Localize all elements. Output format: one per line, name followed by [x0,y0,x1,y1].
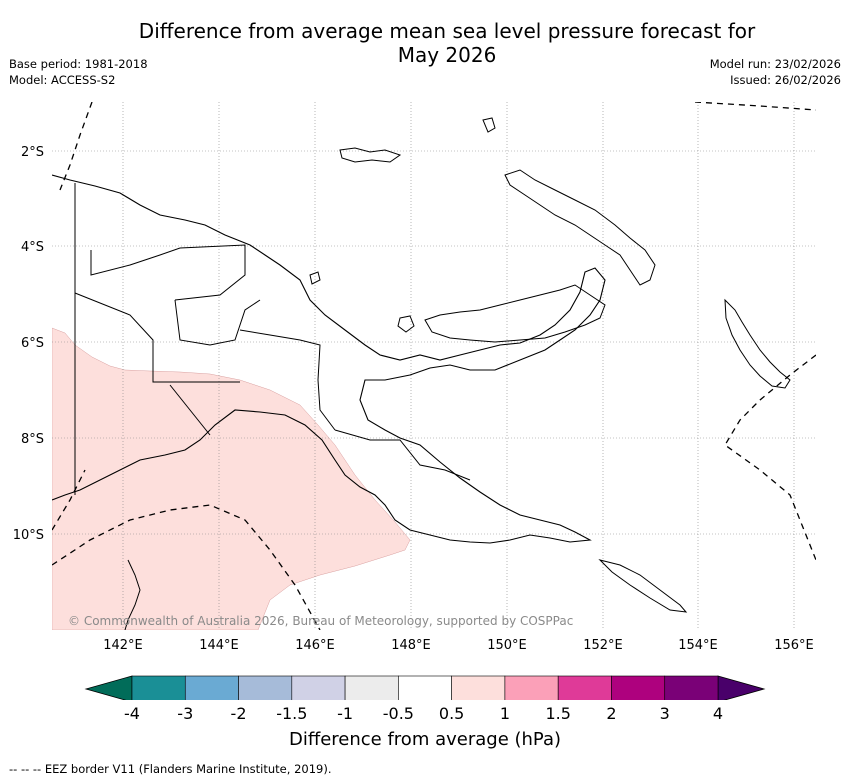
colorbar-segment [664,675,719,700]
lon-label-142e: 142°E [103,638,143,653]
coastline-north-coast [504,169,656,286]
eez-borders [52,102,816,630]
chart-title: Difference from average mean sea level p… [100,19,794,67]
colorbar-tick-label: -3 [177,704,194,723]
lat-label-6s: 6°S [21,336,44,351]
colorbar-segment [398,675,452,700]
map-area: © Commonwealth of Australia 2026, Bureau… [52,102,816,630]
base-period: Base period: 1981-2018 [9,57,148,71]
borders [74,183,471,495]
title-line-1: Difference from average mean sea level p… [138,19,756,43]
lon-label-154e: 154°E [678,638,718,653]
colorbar-tick-label: -0.5 [382,704,414,723]
copyright-text: © Commonwealth of Australia 2026, Bureau… [68,614,573,628]
lon-label-148e: 148°E [391,638,431,653]
lon-label-146e: 146°E [295,638,335,653]
colorbar-segment [238,675,293,700]
coastline-islands-south [598,559,688,613]
lon-label-150e: 150°E [487,638,527,653]
lat-label-4s: 4°S [21,240,44,255]
meta-left: Base period: 1981-2018 Model: ACCESS-S2 [9,56,148,88]
model-name: Model: ACCESS-S2 [9,73,116,87]
lat-label-10s: 10°S [13,528,44,543]
colorbar-tick-label: 3 [659,704,670,723]
colorbar-tick-label: -1 [337,704,354,723]
colorbar-segments [131,675,719,700]
colorbar-segment [131,675,186,700]
title-line-2: May 2026 [397,43,497,67]
colorbar-tick-label: -4 [124,704,140,723]
colorbar-tick-label: 0.5 [438,704,465,723]
colorbar-tick-label: 2 [606,704,617,723]
coastline-east-tip [424,284,606,343]
model-run: Model run: 23/02/2026 [709,57,841,71]
coastline-islands-north [309,117,496,333]
lon-axis: 142°E 144°E 146°E 148°E 150°E 152°E 154°… [103,638,814,653]
issued-date: Issued: 26/02/2026 [730,73,841,87]
colorbar [84,675,766,700]
colorbar-tick-label: -1.5 [276,704,308,723]
coastline-cape-york [124,559,141,630]
colorbar-tick-label: 1 [499,704,510,723]
lon-label-144e: 144°E [199,638,239,653]
lat-label-8s: 8°S [21,432,44,447]
coastline-new-guinea [52,174,606,544]
lon-label-152e: 152°E [583,638,623,653]
eez-legend: -- -- -- EEZ border V11 (Flanders Marine… [9,762,332,776]
coastline-bougainville [724,298,791,389]
colorbar-segment [504,675,559,700]
colorbar-tick-label: -2 [230,704,247,723]
lat-axis: 2°S 4°S 6°S 8°S 10°S [13,145,44,543]
colorbar-segment [184,675,239,700]
colorbar-segment [557,675,612,700]
colorbar-segment [611,675,666,700]
colorbar-segment [451,675,506,700]
colorbar-over-arrow [717,675,766,700]
colorbar-tick-label: 1.5 [545,704,571,723]
meta-right: Model run: 23/02/2026 Issued: 26/02/2026 [710,56,841,88]
lon-label-156e: 156°E [774,638,814,653]
colorbar-segment [344,675,399,700]
colorbar-under-arrow [84,675,133,700]
map-figure: © Commonwealth of Australia 2026, Bureau… [13,102,816,700]
colorbar-tick-label: 4 [712,704,724,723]
colorbar-title: Difference from average (hPa) [288,729,562,750]
lat-label-2s: 2°S [21,145,44,160]
anomaly-region [52,327,411,630]
gridlines [52,102,816,630]
colorbar-segment [291,675,346,700]
